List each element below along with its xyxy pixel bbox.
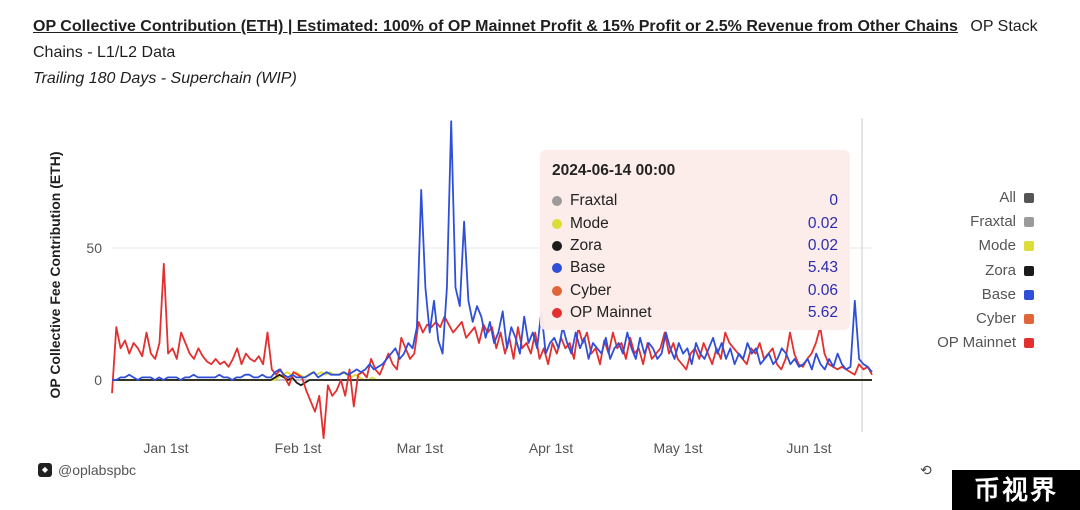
tooltip-row: Mode 0.02 xyxy=(540,212,850,234)
legend-swatch-icon xyxy=(1024,193,1034,204)
y-tick-label: 50 xyxy=(86,240,102,256)
x-tick-label: Jan 1st xyxy=(143,440,188,456)
legend-swatch-icon xyxy=(1024,217,1034,228)
x-tick-label: Mar 1st xyxy=(397,440,444,456)
watermark-logo: 币视界 xyxy=(952,470,1080,510)
legend-label: Fraxtal xyxy=(970,213,1016,231)
legend-label: Cyber xyxy=(975,309,1016,327)
footer-attribution: ◆ @oplabspbc xyxy=(38,462,136,478)
tooltip-row: Cyber 0.06 xyxy=(540,280,850,302)
legend-swatch-icon xyxy=(1024,265,1034,276)
chart-legend: All Fraxtal Mode Zora Base Cyber OP Mainnet xyxy=(937,186,1034,355)
series-line-zora xyxy=(112,373,872,387)
tooltip-date: 2024-06-14 00:00 xyxy=(552,162,676,179)
legend-swatch-icon xyxy=(1024,289,1034,300)
legend-label: OP Mainnet xyxy=(937,334,1016,352)
tooltip-series-name: OP Mainnet xyxy=(570,304,652,322)
tooltip-series-dot-icon xyxy=(552,196,562,207)
tooltip-row: Zora 0.02 xyxy=(540,235,850,257)
legend-swatch-icon xyxy=(1024,241,1034,252)
legend-label: Base xyxy=(981,285,1016,303)
chart-header: OP Collective Contribution (ETH) | Estim… xyxy=(33,14,1063,92)
tooltip-series-value: 5.43 xyxy=(807,259,838,277)
tooltip-series-value: 5.62 xyxy=(807,304,838,322)
footer-handle[interactable]: @oplabspbc xyxy=(58,462,137,478)
legend-item[interactable]: All xyxy=(937,186,1034,210)
chart-subtitle: Trailing 180 Days - Superchain (WIP) xyxy=(33,70,297,87)
legend-item[interactable]: Fraxtal xyxy=(937,210,1034,234)
x-tick-label: Jun 1st xyxy=(786,440,831,456)
y-tick-label: 0 xyxy=(94,372,102,388)
tooltip-series-value: 0.06 xyxy=(807,281,838,299)
oplabs-logo-icon: ◆ xyxy=(38,463,52,477)
tooltip-series-value: 0.02 xyxy=(807,236,838,254)
tooltip-row: Fraxtal 0 xyxy=(540,190,850,212)
tooltip-series-dot-icon xyxy=(552,263,562,274)
series-line-mode xyxy=(112,371,872,381)
tooltip-series-dot-icon xyxy=(552,308,562,319)
y-axis-label: OP Collective Fee Contribution (ETH) xyxy=(47,151,63,398)
legend-item[interactable]: Base xyxy=(937,283,1034,307)
tooltip-series-name: Zora xyxy=(570,236,602,254)
tooltip-row: Base 5.43 xyxy=(540,257,850,279)
tooltip-series-name: Mode xyxy=(570,214,609,232)
tooltip-series-value: 0.02 xyxy=(807,214,838,232)
legend-label: Mode xyxy=(978,237,1016,255)
legend-label: Zora xyxy=(985,261,1016,279)
x-tick-label: May 1st xyxy=(653,440,702,456)
x-tick-label: Apr 1st xyxy=(529,440,573,456)
legend-item[interactable]: Mode xyxy=(937,234,1034,258)
share-icon[interactable]: ⟲ xyxy=(920,462,932,478)
chart-subtitle-inline: OP Stack Chains - L1/L2 Data xyxy=(33,18,1038,61)
tooltip-series-name: Fraxtal xyxy=(570,192,618,210)
legend-label: All xyxy=(999,189,1016,206)
legend-item[interactable]: OP Mainnet xyxy=(937,331,1034,355)
x-tick-label: Feb 1st xyxy=(275,440,322,456)
hover-tooltip: 2024-06-14 00:00 Fraxtal 0 Mode 0.02 Zora 0.0… xyxy=(540,150,850,330)
series-line-base xyxy=(112,120,873,381)
tooltip-series-name: Base xyxy=(570,259,606,277)
chart-title[interactable]: OP Collective Contribution (ETH) | Estim… xyxy=(33,18,958,35)
tooltip-series-name: Cyber xyxy=(570,281,612,299)
legend-item[interactable]: Cyber xyxy=(937,307,1034,331)
series-line-op-mainnet xyxy=(111,262,873,440)
tooltip-series-dot-icon xyxy=(552,285,562,296)
tooltip-series-value: 0 xyxy=(829,192,838,210)
legend-swatch-icon xyxy=(1024,314,1034,325)
tooltip-row: OP Mainnet 5.62 xyxy=(540,302,850,324)
tooltip-series-dot-icon xyxy=(552,240,562,251)
tooltip-series-dot-icon xyxy=(552,218,562,229)
legend-item[interactable]: Zora xyxy=(937,259,1034,283)
chart-tools: ⟲ xyxy=(920,462,932,479)
legend-swatch-icon xyxy=(1024,338,1034,349)
